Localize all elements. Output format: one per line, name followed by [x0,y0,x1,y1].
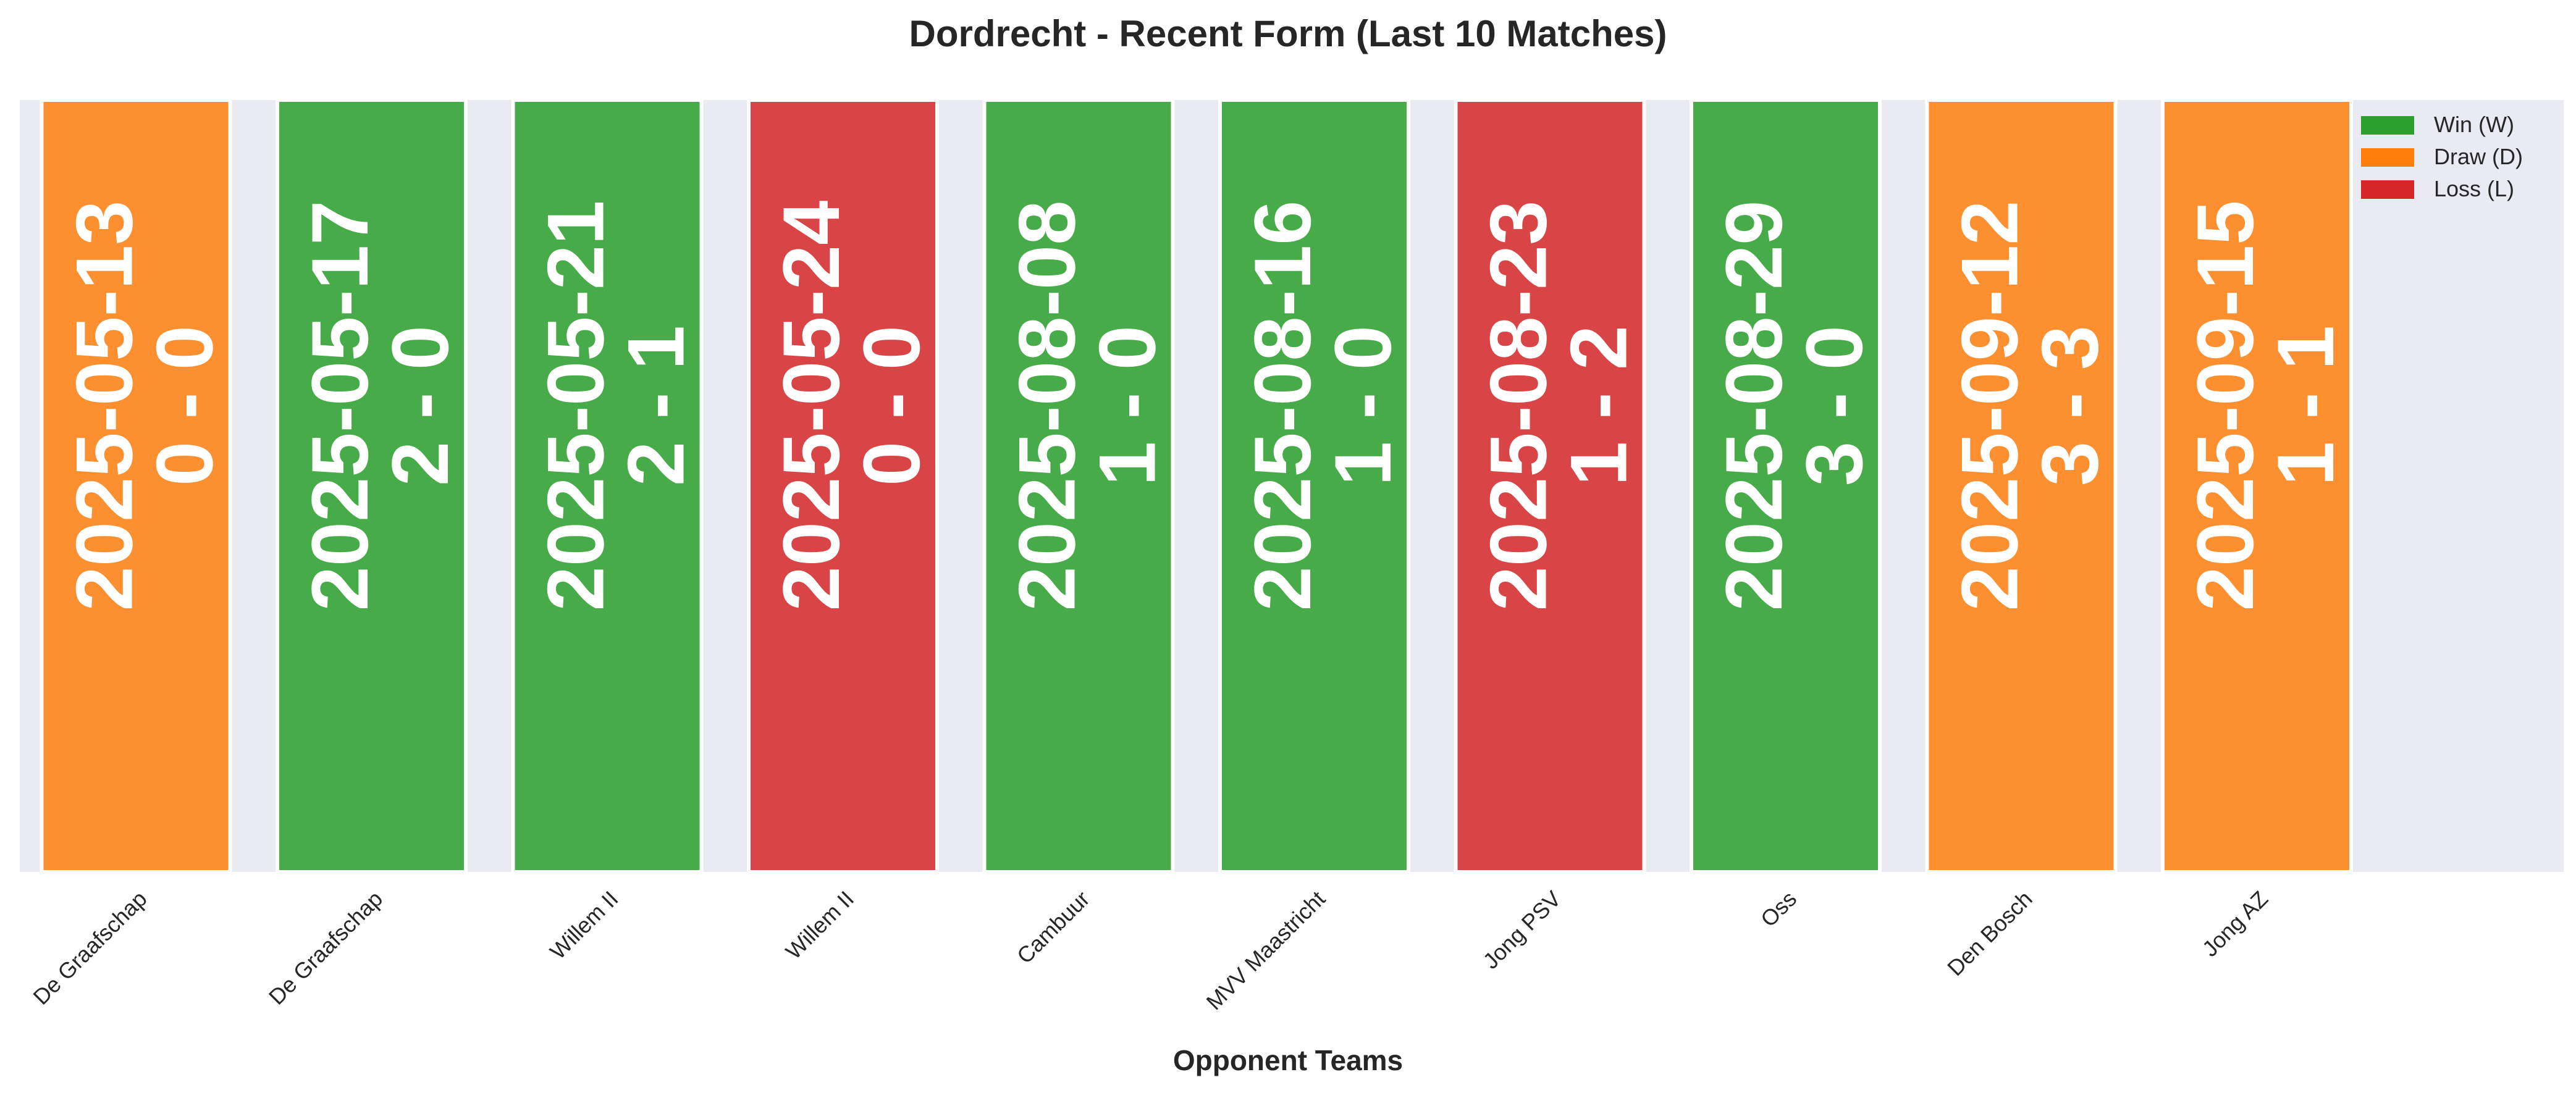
x-tick-label-4: Willem II [781,886,859,965]
bar-label-5: 2025-08-081 - 0 [1002,201,1172,611]
bar-score: 3 - 3 [2025,325,2115,486]
chart-title: Dordrecht - Recent Form (Last 10 Matches… [909,13,1667,54]
bar-date: 2025-08-29 [1709,201,1799,611]
legend-label-W: Win (W) [2434,112,2514,137]
bar-score: 0 - 0 [140,325,230,486]
bar-date: 2025-08-08 [1002,201,1092,611]
bar-8 [1690,98,1882,874]
bar-1 [40,98,232,874]
bar-10 [2161,98,2353,874]
bar-date: 2025-09-15 [2180,201,2270,611]
bar-date: 2025-05-13 [59,201,149,611]
bar-label-4: 2025-05-240 - 0 [766,201,937,611]
legend-label-L: Loss (L) [2434,176,2514,201]
bar-date: 2025-05-24 [766,201,856,611]
bar-date: 2025-05-17 [295,201,385,611]
bar-label-10: 2025-09-151 - 1 [2180,201,2351,611]
bar-score: 1 - 0 [1082,325,1172,486]
bar-6 [1218,98,1410,874]
legend-label-D: Draw (D) [2434,144,2523,169]
bar-score: 2 - 1 [611,325,701,486]
bar-3 [511,98,704,874]
x-axis-label: Opponent Teams [1173,1044,1403,1076]
x-tick-label-9: Den Bosch [1942,886,2037,981]
x-tick-label-3: Willem II [545,886,623,965]
bar-labels-group: 2025-05-130 - 0 2025-05-172 - 0 2025-05-21… [59,201,2351,611]
bar-9 [1925,98,2118,874]
bar-7 [1454,98,1646,874]
bar-date: 2025-09-12 [1945,201,2035,611]
bar-label-7: 2025-08-231 - 2 [1473,201,1644,611]
bar-5 [982,98,1175,874]
bar-label-2: 2025-05-172 - 0 [295,201,465,611]
x-tick-label-8: Oss [1756,886,1801,932]
bars-group [40,98,2353,874]
bar-date: 2025-05-21 [531,201,621,611]
bar-label-8: 2025-08-293 - 0 [1709,201,1879,611]
bar-4 [747,98,939,874]
x-tick-label-10: Jong AZ [2197,886,2273,961]
x-tick-labels: De Graafschap De Graafschap Willem II Wille… [28,886,2273,1015]
x-tick-label-7: Jong PSV [1478,886,1565,974]
bar-score: 0 - 0 [846,325,937,486]
legend-swatch-D [2361,148,2414,167]
x-tick-label-2: De Graafschap [264,886,387,1010]
bar-label-3: 2025-05-212 - 1 [531,201,701,611]
bar-date: 2025-08-23 [1473,201,1564,611]
bar-label-6: 2025-08-161 - 0 [1237,201,1408,611]
bar-score: 2 - 0 [375,325,465,486]
bar-score: 1 - 0 [1318,325,1408,486]
bar-date: 2025-08-16 [1237,201,1328,611]
legend-swatch-W [2361,116,2414,135]
legend-swatch-L [2361,180,2414,199]
x-tick-label-6: MVV Maastricht [1202,886,1331,1015]
bar-score: 1 - 1 [2260,325,2351,486]
bar-score: 1 - 2 [1554,325,1644,486]
x-tick-label-5: Cambuur [1012,886,1095,969]
bar-2 [276,98,468,874]
bar-label-9: 2025-09-123 - 3 [1945,201,2115,611]
legend: Win (W) Draw (D) Loss (L) [2361,112,2523,201]
bar-score: 3 - 0 [1789,325,1879,486]
bar-label-1: 2025-05-130 - 0 [59,201,230,611]
x-tick-label-1: De Graafschap [28,886,151,1010]
